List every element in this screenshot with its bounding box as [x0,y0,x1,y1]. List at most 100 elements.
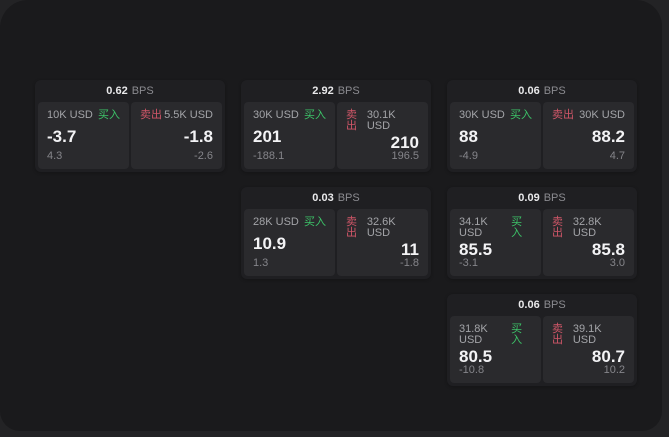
spread-unit: BPS [543,299,566,311]
quote-card: 0.06 BPS 30K USD 买入 88 -4.9 卖出 [447,80,637,172]
sell-delta: 4.7 [609,150,625,162]
buy-price: 80.5 [459,346,493,366]
buy-tile[interactable]: 30K USD 买入 201 -188.1 [244,102,335,169]
card-body: 30K USD 买入 201 -188.1 卖出 30.1K USD 210 1… [244,102,428,169]
sell-side-label: 卖出 [140,109,162,121]
buy-amount: 34.1K USD [459,216,488,239]
sell-tile-header: 卖出 30K USD [552,110,625,121]
sell-amount: 32.8K USD [572,216,602,239]
quote-card: 0.62 BPS 10K USD 买入 -3.7 4.3 卖出 [35,80,225,172]
buy-side-label: 买入 [511,216,523,239]
buy-tile-header: 10K USD 买入 [47,110,120,121]
sell-amount: 30K USD [579,109,625,121]
sell-amount: 39.1K USD [572,323,602,346]
sell-tile-header: 卖出 30.1K USD [346,110,419,132]
buy-delta: -4.9 [459,150,478,162]
card-body: 34.1K USD 买入 85.5 -3.1 卖出 32.8K USD 85.8… [450,209,634,276]
buy-side-label: 买入 [98,109,120,121]
sell-price: 85.8 [591,239,625,259]
buy-amount: 28K USD [253,216,299,228]
sell-price: 210 [390,132,419,152]
sell-price: 80.7 [591,346,625,366]
sell-side-label: 卖出 [552,323,563,346]
buy-amount: 31.8K USD [459,323,488,346]
sell-price: 88.2 [591,127,625,146]
sell-price: 11 [401,239,419,259]
spread-value: 0.06 [518,85,540,97]
buy-tile-header: 30K USD 买入 [253,110,326,121]
sell-tile[interactable]: 卖出 32.6K USD 11 -1.8 [337,209,428,276]
sell-tile[interactable]: 卖出 30.1K USD 210 196.5 [337,102,428,169]
spread-value: 2.92 [312,85,334,97]
buy-price: 10.9 [253,234,287,253]
spread-unit: BPS [131,85,154,97]
spread-header: 0.06 BPS [450,80,634,102]
sell-delta: 10.2 [603,364,625,376]
buy-tile-header: 31.8K USD 买入 [459,324,532,346]
spread-header: 0.03 BPS [244,187,428,209]
buy-tile-header: 30K USD 买入 [459,110,532,121]
spread-unit: BPS [543,85,566,97]
spread-header: 2.92 BPS [244,80,428,102]
sell-amount: 32.6K USD [366,216,396,239]
card-body: 28K USD 买入 10.9 1.3 卖出 32.6K USD 11 -1.8 [244,209,428,276]
sell-tile[interactable]: 卖出 5.5K USD -1.8 -2.6 [131,102,222,169]
buy-price: 85.5 [459,239,493,259]
sell-tile[interactable]: 卖出 39.1K USD 80.7 10.2 [543,316,634,383]
spread-unit: BPS [337,192,360,204]
sell-delta: -2.6 [194,150,213,162]
buy-side-label: 买入 [511,323,523,346]
sell-tile-header: 卖出 32.8K USD [552,217,625,239]
spread-value: 0.06 [518,299,540,311]
sell-tile[interactable]: 卖出 30K USD 88.2 4.7 [543,102,634,169]
sell-tile-header: 卖出 39.1K USD [552,324,625,346]
sell-side-label: 卖出 [552,109,574,121]
buy-tile[interactable]: 31.8K USD 买入 80.5 -10.8 [450,316,541,383]
buy-tile-header: 28K USD 买入 [253,217,326,228]
spread-value: 0.09 [518,192,540,204]
spread-unit: BPS [543,192,566,204]
buy-amount: 30K USD [459,109,505,121]
buy-price: -3.7 [47,127,77,146]
spread-header: 0.62 BPS [38,80,222,102]
spread-value: 0.62 [106,85,128,97]
buy-side-label: 买入 [304,109,326,121]
buy-amount: 10K USD [47,109,93,121]
sell-side-label: 卖出 [346,216,357,239]
spread-header: 0.09 BPS [450,187,634,209]
buy-tile[interactable]: 34.1K USD 买入 85.5 -3.1 [450,209,541,276]
sell-amount: 5.5K USD [164,109,213,121]
quote-card: 0.06 BPS 31.8K USD 买入 80.5 -10.8 卖 [447,294,637,386]
sell-delta: 3.0 [609,257,625,269]
card-body: 30K USD 买入 88 -4.9 卖出 30K USD 88.2 4.7 [450,102,634,169]
sell-tile[interactable]: 卖出 32.8K USD 85.8 3.0 [543,209,634,276]
app-panel: 0.62 BPS 10K USD 买入 -3.7 4.3 卖出 [35,80,637,386]
sell-tile-header: 卖出 5.5K USD [140,110,213,121]
sell-tile-header: 卖出 32.6K USD [346,217,419,239]
buy-delta: -10.8 [459,364,485,376]
card-body: 10K USD 买入 -3.7 4.3 卖出 5.5K USD -1.8 -2.… [38,102,222,169]
buy-side-label: 买入 [510,109,532,121]
sell-side-label: 卖出 [552,216,563,239]
quote-card: 0.09 BPS 34.1K USD 买入 85.5 -3.1 卖出 [447,187,637,279]
buy-price: 88 [459,127,478,146]
sell-price: -1.8 [183,127,213,146]
buy-tile[interactable]: 30K USD 买入 88 -4.9 [450,102,541,169]
sell-delta: 196.5 [391,150,419,162]
spread-header: 0.06 BPS [450,294,634,316]
card-body: 31.8K USD 买入 80.5 -10.8 卖出 39.1K USD 80.… [450,316,634,383]
buy-tile[interactable]: 10K USD 买入 -3.7 4.3 [38,102,129,169]
quote-cards-grid: 0.62 BPS 10K USD 买入 -3.7 4.3 卖出 [35,80,637,386]
sell-side-label: 卖出 [346,109,357,132]
buy-delta: 4.3 [47,150,63,162]
buy-amount: 30K USD [253,109,299,121]
sell-delta: -1.8 [400,257,419,269]
buy-delta: -3.1 [459,257,478,269]
quote-card: 2.92 BPS 30K USD 买入 201 -188.1 卖出 [241,80,431,172]
buy-price: 201 [253,127,282,146]
buy-tile[interactable]: 28K USD 买入 10.9 1.3 [244,209,335,276]
buy-delta: -188.1 [253,150,285,162]
quote-card: 0.03 BPS 28K USD 买入 10.9 1.3 卖出 [241,187,431,279]
spread-value: 0.03 [312,192,334,204]
